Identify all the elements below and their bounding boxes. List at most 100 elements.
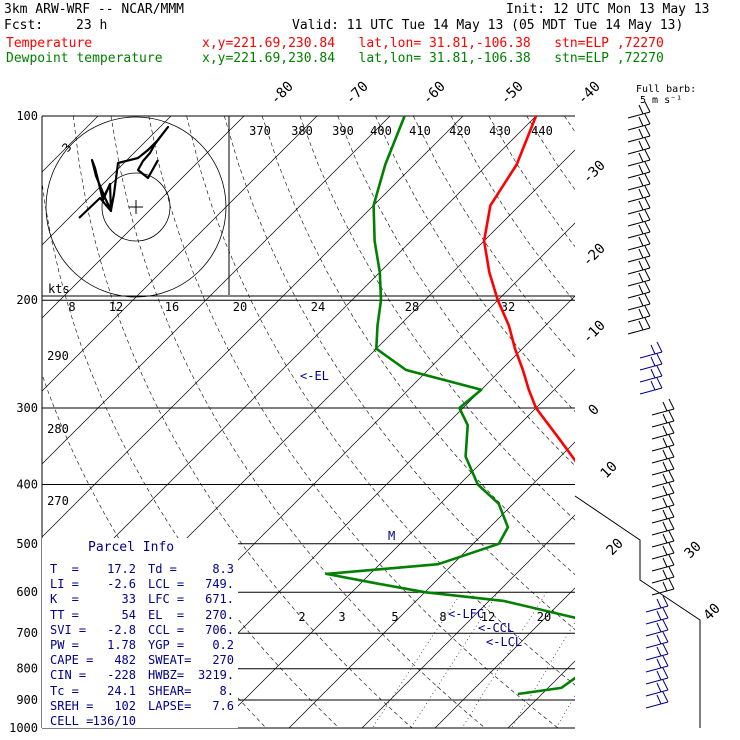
parcel-param-value: 17.2	[107, 562, 136, 576]
model-title: 3km ARW-WRF -- NCAR/MMM	[4, 2, 185, 17]
parcel-param-label: LI =	[50, 577, 79, 592]
parcel-param-label: PW =	[50, 638, 79, 652]
isotherm-line	[361, 514, 575, 728]
pressure-tick-label: 800	[16, 662, 38, 676]
wind-barb-shaft	[627, 255, 651, 263]
wind-barb-flag	[638, 176, 644, 187]
wind-barb-flag	[638, 152, 644, 163]
dry-adiabat-line	[375, 116, 575, 412]
wind-barb-flag	[638, 296, 644, 307]
isotherm-label: 10	[598, 459, 621, 482]
dry-adiabat-line	[261, 116, 575, 576]
parcel-param-value: 3219.	[198, 668, 235, 683]
full-barb-note: Full barb:	[636, 84, 696, 95]
wind-barb-shaft	[645, 653, 669, 661]
mixing-ratio-line	[372, 592, 462, 728]
wind-barb-flag	[662, 497, 668, 508]
wind-barb-shaft	[651, 456, 675, 464]
wind-barb-shaft	[627, 231, 651, 239]
wind-barb-flag	[638, 272, 644, 283]
parcel-param-value: -2.8	[107, 622, 136, 637]
parcel-param-label: T =	[50, 562, 79, 576]
wind-barb-flag	[644, 197, 651, 209]
parcel-param-label: LAPSE=	[148, 698, 192, 713]
wind-barb-shaft	[651, 528, 675, 536]
isotherm-line	[288, 441, 575, 728]
wind-barb-flag	[644, 173, 651, 185]
speed-label: 32	[501, 300, 515, 314]
wind-barb-flag	[662, 643, 669, 655]
mixing-ratio-label: 5	[391, 610, 398, 624]
wind-barb-flag	[638, 128, 644, 139]
wind-barb-shaft	[627, 219, 651, 227]
parcel-param-value: 706.	[205, 622, 234, 637]
wind-barb-flag	[638, 284, 644, 295]
dewpoint-legend-info: x,y=221.69,230.84 lat,lon= 31.81,-106.38…	[202, 51, 664, 66]
dry-adiabat-line	[72, 116, 413, 728]
wind-barb-flag	[644, 233, 651, 245]
wind-barb-flag	[668, 554, 675, 566]
wind-barb-shaft	[627, 195, 651, 203]
wind-barb-shaft	[651, 564, 675, 572]
wind-barb-flag	[662, 461, 668, 472]
wind-barb-flag	[668, 398, 675, 410]
wind-barb-flag	[662, 449, 668, 460]
wind-barb-flag	[638, 116, 644, 127]
isotherm-label: -20	[580, 241, 609, 270]
speed-label: 28	[405, 300, 419, 314]
wind-barb-shaft	[645, 665, 669, 673]
dry-adiabat-line	[678, 116, 740, 728]
wind-barb-shaft	[627, 315, 651, 323]
parcel-param-label: CCL =	[148, 622, 185, 637]
theta-label: 380	[291, 124, 313, 138]
parcel-param-label: SWEAT=	[148, 653, 192, 668]
wind-barb-flag	[668, 470, 675, 482]
hodograph-trace-line	[78, 125, 170, 219]
pressure-tick-label: 700	[16, 626, 38, 640]
parcel-param-label: Tc =	[50, 683, 79, 698]
wind-barb-flag	[644, 185, 651, 197]
wind-barb-shaft	[639, 363, 663, 371]
parcel-param-value: 7.6	[212, 698, 234, 713]
parcel-param-value: 270	[212, 653, 234, 668]
wind-barb-flag	[638, 188, 644, 199]
wind-barb-flag	[644, 257, 651, 269]
isotherm-label: -30	[580, 158, 609, 187]
isotherm-label: -60	[420, 79, 449, 108]
speed-label: 16	[165, 300, 179, 314]
wind-barb-flag	[662, 473, 668, 484]
wind-barb-flag	[644, 305, 651, 317]
mixing-ratio-line	[616, 592, 691, 728]
el-annotation: <-EL	[300, 369, 329, 383]
parcel-param-label: CELL =	[50, 714, 94, 728]
wind-barb-flag	[662, 607, 669, 619]
parcel-param-value: 671.	[205, 592, 234, 607]
wind-barb-flag	[668, 482, 675, 494]
mixing-ratio-label: 8	[439, 610, 446, 624]
wind-barb-shaft	[645, 605, 669, 613]
wind-barb-shaft	[627, 111, 651, 119]
pressure-tick-label: 900	[16, 693, 38, 707]
theta-label: 370	[249, 124, 271, 138]
pressure-tick-label: 400	[16, 477, 38, 491]
wind-barb-shaft	[645, 701, 669, 709]
isotherm-line	[581, 116, 740, 728]
parcel-param-label: SVI =	[50, 622, 87, 637]
isotherm-line	[434, 587, 575, 728]
mixing-ratio-label: 20	[537, 610, 551, 624]
isotherm-label: -50	[498, 79, 527, 108]
wind-barb-flag	[662, 485, 668, 496]
pressure-tick-label: 500	[16, 537, 38, 551]
wind-barb-shaft	[627, 147, 651, 155]
wind-barb-flag	[656, 353, 663, 365]
wind-barb-flag	[668, 446, 675, 458]
dry-adiabat-line	[716, 116, 740, 728]
wind-barb-flag	[644, 101, 651, 113]
wind-barb-flag	[644, 245, 651, 257]
wind-barb-flag	[644, 137, 651, 149]
wind-barb-shaft	[645, 677, 669, 685]
wind-barb-flag	[656, 634, 662, 645]
parcel-param-label: LCL =	[148, 577, 185, 592]
mixing-ratio-label: 3	[338, 610, 345, 624]
init-time: Init: 12 UTC Mon 13 May 13	[506, 2, 710, 17]
